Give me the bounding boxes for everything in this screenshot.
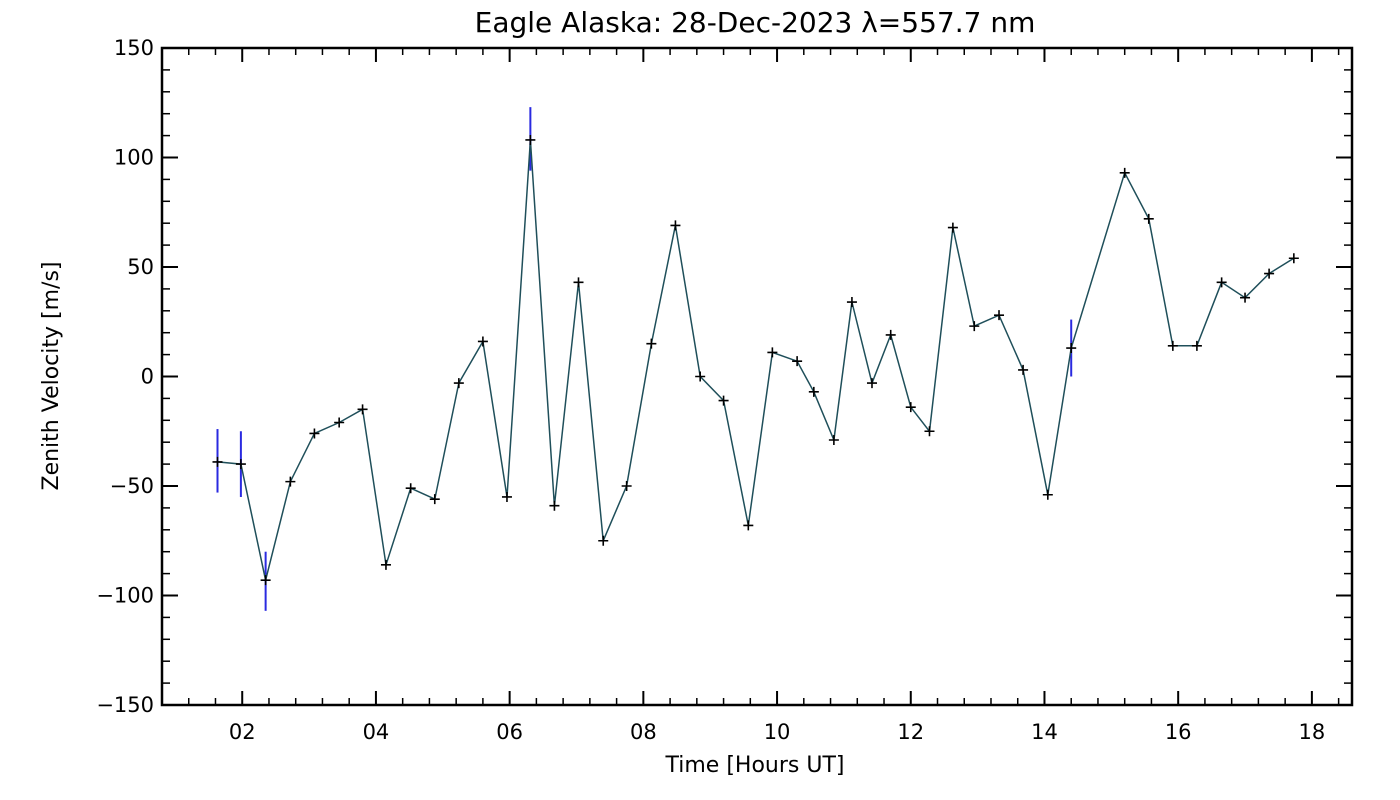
data-point-marker [646, 338, 657, 349]
y-tick-label: 50 [127, 255, 154, 279]
data-point-marker [969, 321, 980, 332]
y-tick-label: 0 [141, 365, 154, 389]
chart-title: Eagle Alaska: 28-Dec-2023 λ=557.7 nm [475, 6, 1036, 39]
x-tick-label: 06 [496, 720, 523, 744]
data-point-marker [1119, 167, 1130, 178]
x-tick-label: 18 [1299, 720, 1326, 744]
data-point-marker [1143, 213, 1154, 224]
data-point-marker [477, 336, 488, 347]
data-point-marker [1240, 292, 1251, 303]
axis-ticks [161, 47, 1352, 706]
data-point-marker [334, 417, 345, 428]
data-point-marker [792, 356, 803, 367]
x-tick-label: 14 [1031, 720, 1058, 744]
data-point-marker [885, 329, 896, 340]
data-point-marker [695, 371, 706, 382]
data-point-marker [1042, 489, 1053, 500]
x-tick-label: 02 [229, 720, 256, 744]
x-tick-label: 10 [764, 720, 791, 744]
x-tick-label: 08 [630, 720, 657, 744]
x-tick-label: 04 [363, 720, 390, 744]
data-point-marker [549, 500, 560, 511]
x-axis-label: Time [Hours UT] [665, 753, 845, 778]
x-tick-labels: 02 04 06 08 10 12 14 16 18 [229, 720, 1325, 744]
y-tick-label: 100 [114, 146, 154, 170]
data-point-marker [1066, 343, 1077, 354]
data-point-marker [598, 535, 609, 546]
y-tick-labels: −150 −100 −50 0 50 100 150 [96, 36, 154, 717]
data-point-marker [525, 134, 536, 145]
data-point-marker [573, 277, 584, 288]
data-point-marker [924, 426, 935, 437]
data-point-marker [1191, 340, 1202, 351]
error-bars [216, 107, 1073, 611]
y-tick-label: −100 [96, 584, 154, 608]
plot-area-frame [160, 46, 1354, 707]
data-point-marker [453, 378, 464, 389]
data-point-marker [846, 297, 857, 308]
y-tick-label: 150 [114, 36, 154, 60]
data-point-marker [285, 476, 296, 487]
data-point-marker [380, 559, 391, 570]
data-point-marker [260, 575, 271, 586]
data-point-marker [866, 378, 877, 389]
data-markers [212, 134, 1299, 586]
series-line [217, 139, 1295, 581]
data-point-marker [905, 402, 916, 413]
data-point-marker [670, 220, 681, 231]
y-tick-label: −50 [110, 474, 154, 498]
data-point-marker [235, 459, 246, 470]
data-point-marker [1167, 340, 1178, 351]
data-point-marker [357, 404, 368, 415]
data-point-marker [429, 494, 440, 505]
data-point-marker [828, 435, 839, 446]
y-tick-label: −150 [96, 693, 154, 717]
data-point-marker [808, 386, 819, 397]
data-point-marker [1288, 253, 1299, 264]
data-point-marker [767, 347, 778, 358]
data-point-marker [212, 456, 223, 467]
data-point-marker [1216, 277, 1227, 288]
data-point-marker [621, 481, 632, 491]
data-point-marker [309, 428, 320, 439]
data-point-marker [947, 222, 958, 233]
data-point-marker [405, 483, 416, 494]
y-axis-label: Zenith Velocity [m/s] [39, 262, 64, 491]
data-point-marker [1264, 268, 1275, 279]
data-point-marker [994, 310, 1005, 321]
data-point-marker [501, 491, 512, 502]
x-tick-label: 16 [1165, 720, 1192, 744]
data-point-marker [1018, 364, 1029, 375]
data-point-marker [743, 520, 754, 531]
data-point-marker [718, 395, 729, 406]
x-tick-label: 12 [897, 720, 924, 744]
